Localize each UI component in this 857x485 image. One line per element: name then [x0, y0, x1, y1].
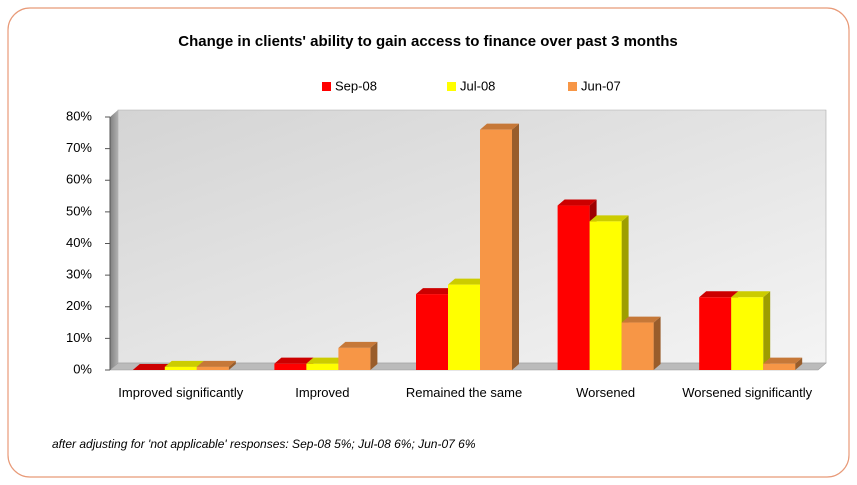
bar-front: [557, 205, 590, 370]
bar-top: [274, 357, 314, 364]
legend-label: Jun-07: [581, 78, 621, 93]
y-tick-label: 20%: [66, 298, 92, 313]
bar: [763, 357, 803, 370]
y-tick-label: 30%: [66, 267, 92, 282]
bar-front: [306, 363, 339, 370]
legend-label: Jul-08: [460, 78, 495, 93]
bar: [589, 215, 629, 370]
bar-side: [653, 316, 661, 370]
legend-label: Sep-08: [335, 78, 377, 93]
bar-front: [274, 363, 307, 370]
bar-side: [370, 341, 378, 370]
bar-top: [132, 364, 172, 370]
bar-top: [416, 288, 455, 295]
bar-top: [589, 215, 629, 222]
y-tick-label: 50%: [66, 203, 92, 218]
x-tick-label: Worsened: [576, 385, 636, 400]
bar: [196, 360, 236, 370]
bar-front: [338, 347, 371, 370]
bar-top: [557, 199, 597, 206]
bar-front: [164, 366, 197, 370]
bar: [338, 341, 378, 370]
bar-top: [338, 341, 378, 348]
bar-side: [512, 123, 519, 371]
y-tick-label: 0%: [73, 361, 92, 376]
legend-swatch: [322, 82, 331, 91]
x-tick-label: Remained the same: [405, 385, 523, 400]
bar: [132, 364, 172, 370]
y-tick-label: 70%: [66, 140, 92, 155]
side-wall: [110, 110, 118, 370]
chart-title: Change in clients' ability to gain acces…: [178, 33, 678, 50]
bar-front: [731, 297, 764, 370]
bar-top: [164, 360, 204, 367]
bar-top: [763, 357, 803, 364]
bar-side: [795, 357, 803, 370]
bar-front: [621, 322, 654, 370]
bar-front: [763, 363, 796, 370]
x-tick-label: Improved significantly: [118, 385, 244, 400]
bar-top: [448, 278, 487, 285]
bar-top: [621, 316, 661, 323]
bar-top: [306, 357, 346, 364]
bar-front: [480, 129, 512, 370]
bar: [448, 278, 487, 370]
bar-side: [763, 291, 771, 370]
bar-top: [699, 291, 739, 298]
bar: [621, 316, 661, 370]
y-tick-label: 80%: [66, 108, 92, 123]
legend-swatch: [568, 82, 577, 91]
x-tick-label: Improved: [295, 385, 350, 400]
y-tick-label: 40%: [66, 235, 92, 250]
x-tick-label: Worsened significantly: [682, 385, 813, 400]
bar-top: [731, 291, 771, 298]
bar-front: [589, 221, 622, 370]
bar-top: [196, 360, 236, 367]
legend-swatch: [447, 82, 456, 91]
bar: [480, 123, 519, 371]
bar-front: [196, 366, 229, 370]
footnote: after adjusting for 'not applicable' res…: [52, 437, 476, 451]
bar: [731, 291, 771, 370]
bar-front: [416, 294, 448, 370]
bar-top: [480, 123, 519, 130]
y-tick-label: 10%: [66, 330, 92, 345]
bar-front: [699, 297, 732, 370]
y-tick-label: 60%: [66, 172, 92, 187]
bar-front: [448, 284, 480, 370]
bar-side: [228, 360, 236, 370]
